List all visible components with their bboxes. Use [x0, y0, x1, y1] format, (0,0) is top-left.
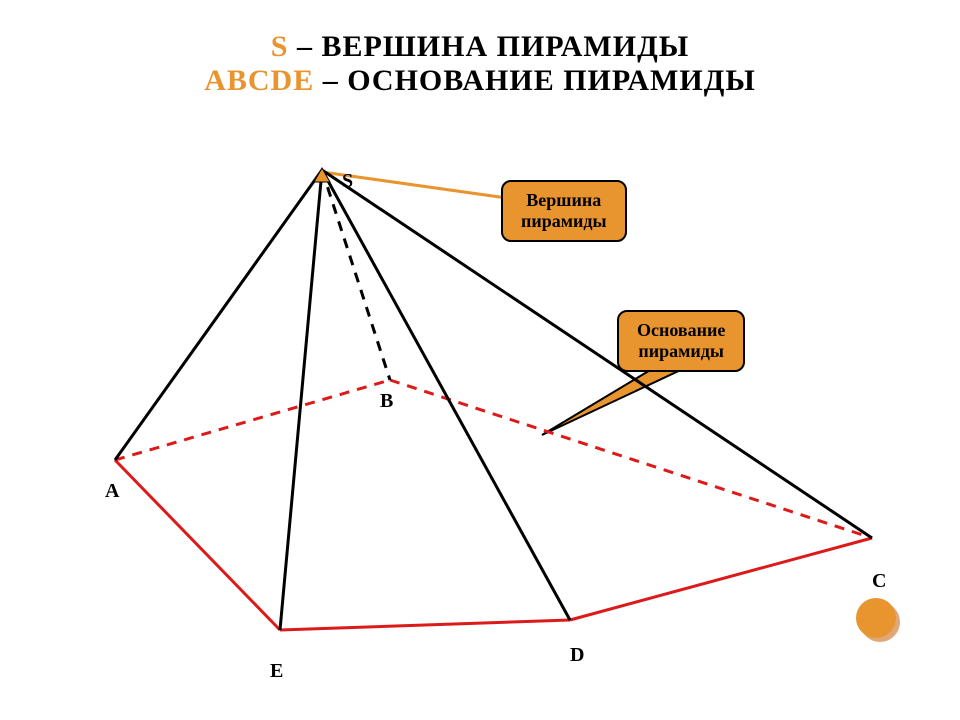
title-block: S – ВЕРШИНА ПИРАМИДЫ ABCDE – ОСНОВАНИЕ П… [0, 0, 960, 98]
vertex-label-S: S [342, 170, 353, 193]
callout-apex: Вершина пирамиды [501, 180, 627, 242]
callout-apex-line2: пирамиды [521, 211, 607, 231]
callout-apex-line1: Вершина [526, 190, 601, 210]
title-highlight-2: ABCDE [204, 64, 314, 97]
vertex-label-B: B [380, 390, 393, 413]
pyramid-svg [0, 140, 960, 700]
pyramid-diagram: S A B C D E [0, 140, 960, 700]
title-rest-1: – ВЕРШИНА ПИРАМИДЫ [288, 30, 689, 63]
vertex-label-D: D [570, 644, 584, 667]
callout-base-line2: пирамиды [638, 341, 724, 361]
callout-base-line1: Основание [637, 320, 725, 340]
title-rest-2: – ОСНОВАНИЕ ПИРАМИДЫ [314, 64, 756, 97]
vertex-label-E: E [270, 660, 283, 683]
decor-circle-front [856, 598, 896, 638]
title-line-2: ABCDE – ОСНОВАНИЕ ПИРАМИДЫ [0, 64, 960, 98]
vertex-label-A: A [105, 480, 119, 503]
title-highlight-1: S [271, 30, 289, 63]
title-line-1: S – ВЕРШИНА ПИРАМИДЫ [0, 30, 960, 64]
vertex-label-C: C [872, 570, 886, 593]
callout-base: Основание пирамиды [617, 310, 745, 372]
